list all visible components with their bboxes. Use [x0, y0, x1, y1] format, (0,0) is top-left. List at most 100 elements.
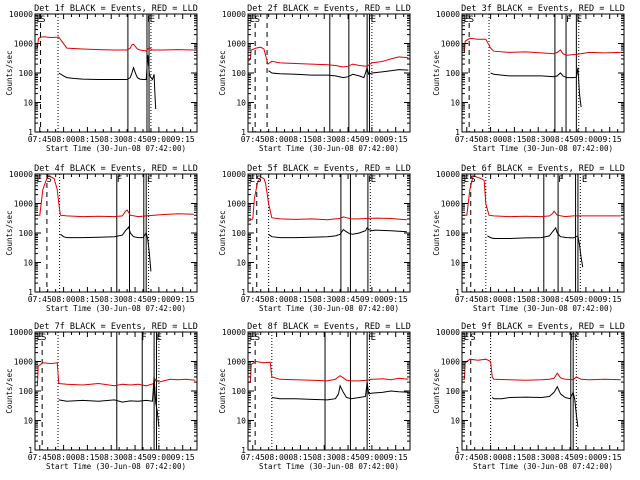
panel-title: Det 5f BLACK = Events, RED = LLD — [247, 164, 411, 174]
y-axis-label: Counts/sec — [5, 210, 14, 255]
x-tick-label: 08:00 — [265, 135, 289, 144]
panel-title: Det 2f BLACK = Events, RED = LLD — [247, 4, 411, 14]
y-tick-label: 10000 — [9, 170, 33, 179]
event-marker-e: E — [371, 15, 376, 25]
event-marker-e: E — [250, 333, 255, 343]
x-tick-label: 08:45 — [550, 295, 574, 304]
x-tick-label: 09:00 — [360, 453, 384, 462]
y-tick-label: 10000 — [436, 170, 460, 179]
x-tick-label: 08:45 — [550, 135, 574, 144]
lld-series-line — [248, 176, 407, 222]
y-tick-label: 10000 — [222, 328, 246, 337]
y-tick-label: 100 — [19, 387, 34, 396]
event-marker-f: F — [368, 15, 373, 25]
event-marker-e: E — [250, 175, 255, 185]
y-tick-label: 1 — [28, 446, 33, 455]
y-tick-label: 10000 — [436, 328, 460, 337]
y-tick-label: 10000 — [436, 10, 460, 19]
event-marker-f: F — [368, 175, 373, 185]
event-marker-s: S — [470, 175, 475, 185]
x-axis-label: Start Time (30-Jun-08 07:42:00) — [473, 304, 613, 313]
lld-series-line — [462, 175, 621, 218]
lld-series-line — [248, 46, 409, 68]
x-tick-label: 08:45 — [550, 453, 574, 462]
x-tick-label: 07:45 — [28, 295, 52, 304]
x-tick-label: 08:00 — [479, 295, 503, 304]
panel-title: Det 8f BLACK = Events, RED = LLD — [247, 322, 411, 332]
plot-frame — [461, 331, 625, 451]
x-tick-label: 08:15 — [502, 295, 526, 304]
event-marker-e: E — [577, 15, 582, 25]
y-tick-label: 100 — [446, 387, 461, 396]
x-axis-label: Start Time (30-Jun-08 07:42:00) — [259, 462, 399, 471]
x-tick-label: 09:15 — [171, 295, 195, 304]
y-tick-label: 1000 — [441, 358, 460, 367]
lld-series-line — [248, 360, 409, 383]
events-series-line — [58, 55, 157, 110]
plot-frame — [247, 331, 411, 451]
event-marker-s: S — [255, 15, 260, 25]
x-tick-label: 09:15 — [598, 295, 622, 304]
y-tick-label: 1000 — [441, 40, 460, 49]
x-tick-label: 08:15 — [288, 453, 312, 462]
events-series-line — [271, 382, 409, 401]
event-marker-s: S — [40, 15, 45, 25]
x-tick-label: 08:00 — [479, 135, 503, 144]
event-marker-e: E — [250, 15, 255, 25]
events-series-line — [60, 225, 152, 272]
x-tick-label: 08:30 — [99, 135, 123, 144]
y-tick-label: 10000 — [9, 10, 33, 19]
x-tick-label: 08:30 — [312, 453, 336, 462]
y-tick-label: 100 — [232, 229, 247, 238]
event-marker-e: E — [574, 333, 579, 343]
y-tick-label: 1 — [241, 128, 246, 137]
y-tick-label: 1000 — [227, 200, 246, 209]
x-tick-label: 09:00 — [360, 295, 384, 304]
y-tick-label: 100 — [446, 229, 461, 238]
x-tick-label: 08:15 — [75, 135, 99, 144]
panel-title: Det 9f BLACK = Events, RED = LLD — [461, 322, 625, 332]
y-axis-label: Counts/sec — [5, 368, 14, 413]
events-series-line — [491, 385, 579, 428]
y-tick-label: 1 — [241, 288, 246, 297]
y-tick-label: 1000 — [14, 358, 33, 367]
x-axis-label: Start Time (30-Jun-08 07:42:00) — [46, 462, 186, 471]
lld-series-line — [35, 36, 194, 52]
x-tick-label: 07:45 — [241, 453, 265, 462]
event-marker-e: E — [37, 15, 42, 25]
x-tick-label: 09:15 — [171, 453, 195, 462]
y-tick-label: 100 — [446, 69, 461, 78]
x-tick-label: 08:30 — [99, 295, 123, 304]
x-tick-label: 08:30 — [99, 453, 123, 462]
panel-title: Det 3f BLACK = Events, RED = LLD — [461, 4, 625, 14]
y-tick-label: 10000 — [222, 170, 246, 179]
event-marker-f: F — [558, 175, 563, 185]
event-marker-e: E — [147, 175, 152, 185]
event-marker-e: E — [37, 333, 42, 343]
y-axis-label: Counts/sec — [432, 210, 441, 255]
x-tick-label: 09:00 — [574, 135, 598, 144]
event-marker-f: F — [117, 175, 122, 185]
x-tick-label: 08:15 — [502, 453, 526, 462]
y-tick-label: 10 — [23, 99, 33, 108]
event-marker-e: E — [157, 333, 162, 343]
plot-frame — [34, 173, 198, 293]
x-axis-label: Start Time (30-Jun-08 07:42:00) — [259, 304, 399, 313]
x-axis-label: Start Time (30-Jun-08 07:42:00) — [46, 144, 186, 153]
plot-frame — [461, 173, 625, 293]
lld-series-line — [35, 175, 194, 218]
y-tick-label: 10 — [450, 417, 460, 426]
x-tick-label: 08:30 — [312, 295, 336, 304]
y-tick-label: 1 — [455, 446, 460, 455]
y-tick-label: 10 — [236, 417, 246, 426]
x-tick-label: 07:45 — [455, 295, 479, 304]
x-tick-label: 08:15 — [288, 135, 312, 144]
